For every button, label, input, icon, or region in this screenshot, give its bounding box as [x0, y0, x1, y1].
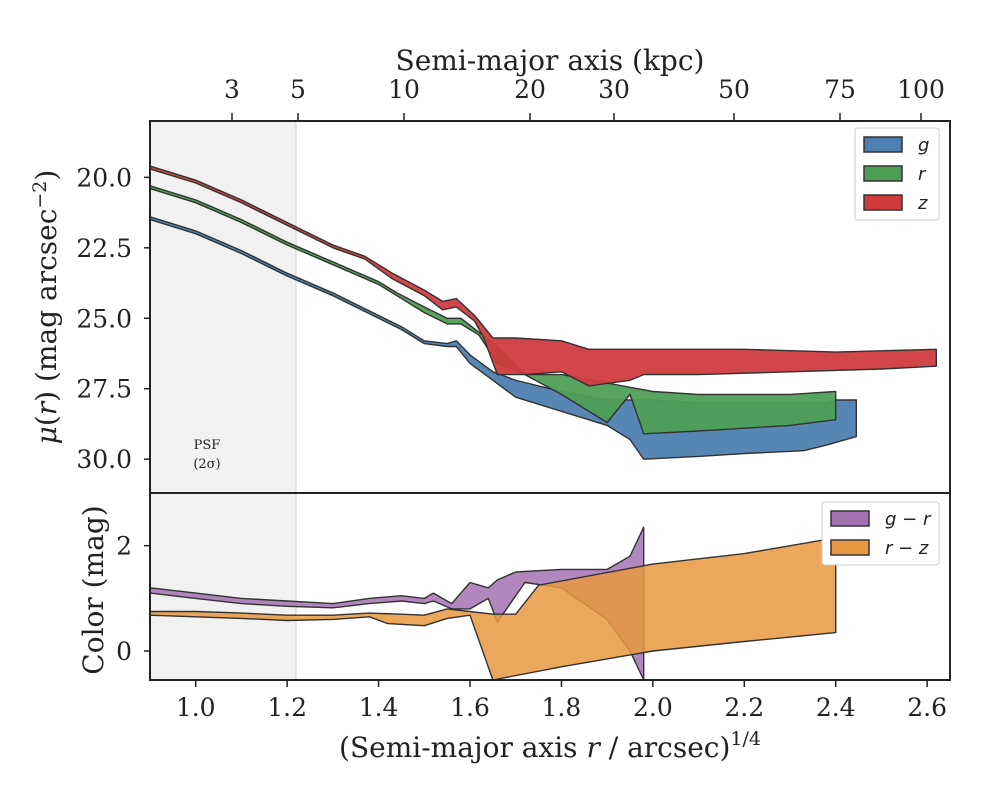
top-ytick-label: 20.0: [76, 163, 132, 192]
top-axis-title: Semi-major axis (kpc): [396, 44, 705, 77]
legend-label-r-minus-z: r − z: [885, 538, 929, 559]
legend-label-r: r: [918, 164, 927, 185]
top-ytick-label: 22.5: [76, 234, 132, 263]
legend-label-g-minus-r: g − r: [885, 509, 932, 530]
psf-label-line2: (2σ): [193, 457, 220, 472]
band-surface-brightness-1: [149, 185, 837, 435]
top-xtick-label: 30: [598, 75, 630, 104]
psf-shade-bottom: [150, 493, 296, 680]
top-xticks-group: 3 5 10 20 30 50 75 100: [224, 75, 945, 121]
top-xtick-label: 100: [897, 75, 945, 104]
legend-swatch-g: [863, 136, 903, 153]
band-surface-brightness-2: [149, 165, 937, 387]
top-yticks-group: 20.0 22.5 25.0 27.5 30.0: [76, 163, 150, 474]
top-xtick-label: 20: [514, 75, 546, 104]
top-xtick-label: 5: [290, 75, 306, 104]
bottom-xtick-label: 1.2: [267, 693, 307, 722]
top-series-group: [149, 165, 937, 460]
top-xtick-label: 50: [718, 75, 750, 104]
bottom-xtick-label: 2.4: [816, 693, 856, 722]
top-xtick-label: 3: [224, 75, 240, 104]
top-xtick-label: 75: [824, 75, 856, 104]
legend-swatch-g-minus-r: [830, 510, 870, 527]
bottom-panel: 02 1.0 1.2 1.4 1.6 1.8 2.0 2.2 2.4 2.6 g − r r −…: [77, 492, 951, 764]
psf-label-line1: PSF: [194, 438, 221, 453]
legend-swatch-r-minus-z: [830, 539, 870, 556]
bottom-legend: g − r r − z: [821, 501, 940, 566]
legend-label-g: g: [918, 135, 929, 156]
bottom-xtick-label: 1.4: [359, 693, 399, 722]
bottom-xticks-group: 1.0 1.2 1.4 1.6 1.8 2.0 2.2 2.4 2.6: [176, 680, 947, 722]
top-xtick-label: 10: [388, 75, 420, 104]
psf-shade-top: [150, 121, 296, 493]
top-legend: g r z: [854, 127, 940, 221]
bottom-yticks-group: 02: [116, 532, 150, 666]
top-ytick-label: 25.0: [76, 304, 132, 333]
legend-swatch-z: [863, 194, 903, 211]
band-color-1: [149, 537, 837, 681]
top-ytick-label: 27.5: [76, 375, 132, 404]
bottom-xtick-label: 1.8: [542, 693, 582, 722]
bottom-panel-frame: [149, 492, 951, 681]
bottom-y-axis-title: Color (mag): [77, 505, 110, 674]
top-y-axis-title: μ(r) (mag arcsec−2): [29, 170, 63, 445]
bottom-x-axis-title: (Semi-major axis r / arcsec)1/4: [339, 728, 761, 764]
top-ytick-label: 30.0: [76, 445, 132, 474]
bottom-ytick-label: 2: [116, 532, 132, 561]
legend-swatch-r: [863, 165, 903, 182]
band-surface-brightness-0: [149, 216, 857, 460]
top-panel: PSF (2σ) 20.0 22.5 25.0 27.5 30.0 3 5 10 20 30 50…: [29, 44, 951, 494]
legend-label-z: z: [917, 193, 928, 214]
bottom-xtick-label: 2.0: [633, 693, 673, 722]
bottom-xtick-label: 1.6: [450, 693, 490, 722]
bottom-xtick-label: 1.0: [176, 693, 216, 722]
bottom-ytick-label: 0: [116, 637, 132, 666]
bottom-xtick-label: 2.2: [724, 693, 764, 722]
bottom-xtick-label: 2.6: [907, 693, 947, 722]
